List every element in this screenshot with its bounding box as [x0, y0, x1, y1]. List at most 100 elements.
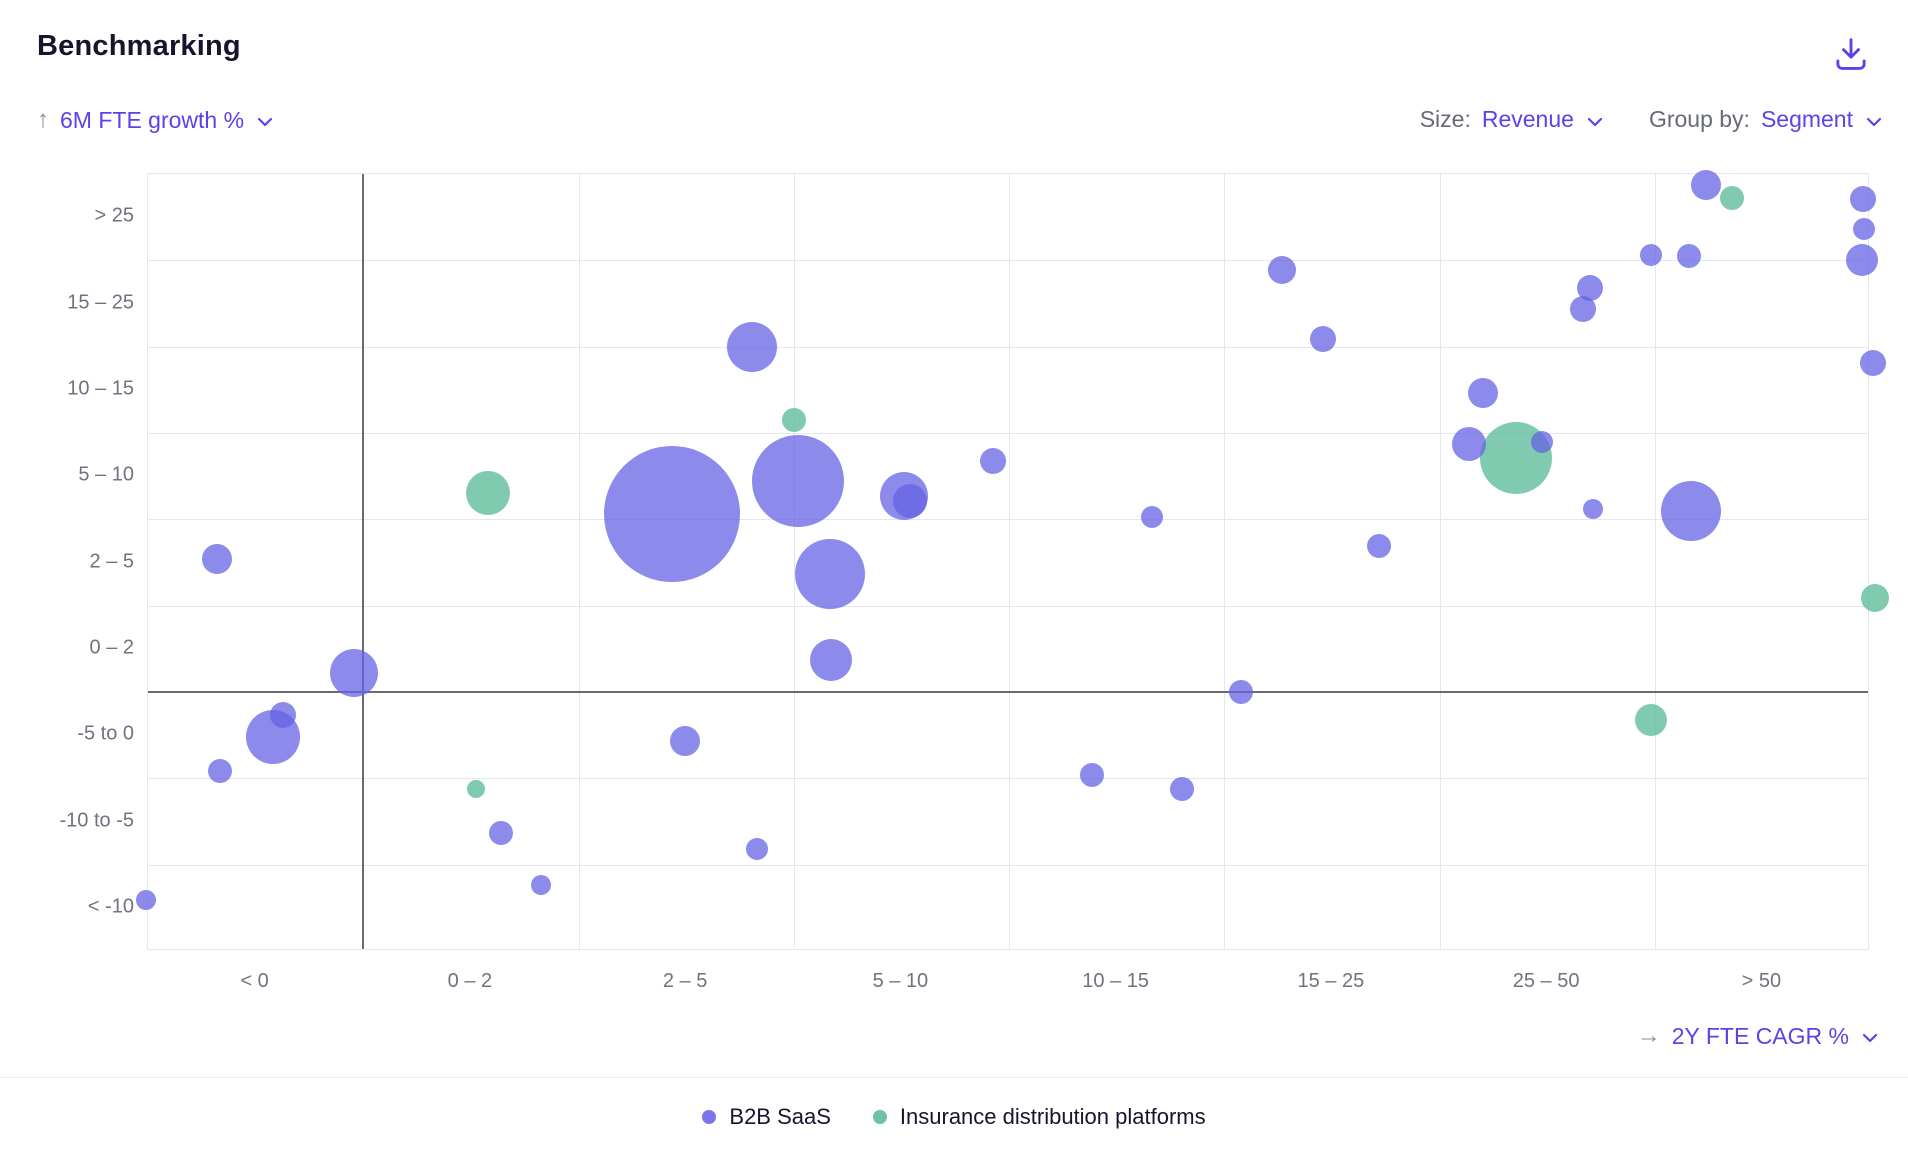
x-tick-label: 10 – 15 — [1082, 970, 1149, 992]
bubble-b2b-saas[interactable] — [752, 435, 844, 527]
bubble-b2b-saas[interactable] — [746, 838, 768, 860]
bubble-b2b-saas[interactable] — [1853, 218, 1875, 240]
bubble-b2b-saas[interactable] — [727, 322, 777, 372]
zero-line-horizontal — [148, 691, 1868, 693]
bubble-b2b-saas[interactable] — [208, 759, 232, 783]
bubble-b2b-saas[interactable] — [1367, 534, 1391, 558]
size-selector-prefix: Size: — [1419, 106, 1471, 132]
bubble-b2b-saas[interactable] — [670, 726, 700, 756]
y-tick-label: 5 – 10 — [78, 463, 134, 486]
chevron-down-icon — [1587, 117, 1603, 127]
bubble-insurance-distribution-platforms[interactable] — [467, 780, 485, 798]
y-tick-label: 10 – 15 — [67, 377, 134, 400]
y-tick-label: -10 to -5 — [59, 809, 134, 831]
x-tick-label: 25 – 50 — [1512, 970, 1580, 992]
bubble-b2b-saas[interactable] — [1531, 431, 1553, 453]
gridline — [1224, 174, 1226, 949]
group-by-selector-prefix: Group by: — [1648, 106, 1750, 132]
download-button[interactable] — [1826, 30, 1876, 80]
y-tick-label: > 25 — [94, 204, 134, 227]
zero-line-vertical — [362, 174, 365, 949]
bubble-b2b-saas[interactable] — [1640, 244, 1662, 266]
bubble-b2b-saas[interactable] — [1846, 244, 1878, 276]
footer-divider — [0, 1077, 1908, 1078]
bubble-b2b-saas[interactable] — [1452, 427, 1486, 461]
x-tick-label: 2 – 5 — [662, 970, 708, 992]
bubble-b2b-saas[interactable] — [980, 448, 1006, 474]
gridline — [1009, 174, 1010, 949]
chart-plot-area — [136, 170, 1889, 950]
bubble-insurance-distribution-platforms[interactable] — [1720, 186, 1744, 210]
bubble-b2b-saas[interactable] — [1268, 256, 1296, 284]
legend-dot-b2b-saas — [702, 1110, 717, 1124]
size-selector[interactable]: Size: Revenue — [1420, 106, 1603, 133]
bubble-b2b-saas[interactable] — [489, 821, 513, 845]
gridline — [148, 778, 1868, 780]
y-tick-label: < -10 — [87, 895, 134, 918]
chevron-down-icon — [1866, 117, 1882, 127]
x-tick-label: 5 – 10 — [872, 970, 929, 992]
bubble-b2b-saas[interactable] — [1468, 378, 1498, 408]
y-axis-metric-selector[interactable]: ↑ 6M FTE growth % — [37, 106, 273, 134]
legend: B2B SaaS Insurance distribution platforms — [0, 1104, 1908, 1130]
y-axis-metric-label: 6M FTE growth % — [60, 106, 245, 133]
gridline — [578, 174, 580, 949]
x-axis-metric-selector[interactable]: → 2Y FTE CAGR % — [1637, 1022, 1878, 1050]
x-tick-label: 15 – 25 — [1297, 970, 1365, 992]
bubble-b2b-saas[interactable] — [136, 890, 156, 910]
y-tick-label: 2 – 5 — [89, 550, 134, 572]
legend-label: Insurance distribution platforms — [899, 1104, 1206, 1129]
bubble-b2b-saas[interactable] — [1860, 350, 1886, 376]
x-tick-label: > 50 — [1741, 970, 1782, 992]
arrow-up-icon: ↑ — [37, 106, 49, 133]
legend-item-insurance-distribution-platforms[interactable]: Insurance distribution platforms — [872, 1104, 1206, 1130]
x-tick-label: 0 – 2 — [447, 970, 493, 992]
bubble-b2b-saas[interactable] — [1691, 170, 1721, 200]
y-tick-label: -5 to 0 — [77, 722, 134, 745]
bubble-b2b-saas[interactable] — [1170, 777, 1194, 801]
chevron-down-icon — [1862, 1033, 1878, 1043]
y-tick-label: 0 – 2 — [89, 636, 134, 659]
bubble-b2b-saas[interactable] — [270, 702, 296, 728]
legend-dot-insurance-distribution-platforms — [872, 1110, 887, 1124]
bubble-b2b-saas[interactable] — [1080, 763, 1104, 787]
gridline — [1654, 174, 1656, 949]
download-icon — [1831, 38, 1871, 77]
bubble-b2b-saas[interactable] — [1310, 326, 1336, 352]
gridline — [148, 605, 1868, 607]
bubble-b2b-saas[interactable] — [1850, 186, 1876, 212]
bubble-insurance-distribution-platforms[interactable] — [1861, 584, 1889, 612]
bubble-b2b-saas[interactable] — [1677, 244, 1701, 268]
x-axis-metric-label: 2Y FTE CAGR % — [1671, 1022, 1849, 1049]
bubble-b2b-saas[interactable] — [604, 446, 740, 582]
gridline — [148, 519, 1868, 521]
bubble-b2b-saas[interactable] — [893, 484, 927, 518]
bubble-b2b-saas[interactable] — [1661, 481, 1721, 541]
y-tick-label: 15 – 25 — [67, 291, 134, 313]
bubble-b2b-saas[interactable] — [1583, 499, 1603, 519]
gridline — [148, 260, 1868, 262]
bubble-b2b-saas[interactable] — [202, 544, 232, 574]
legend-label: B2B SaaS — [729, 1104, 831, 1129]
bubble-insurance-distribution-platforms[interactable] — [1635, 704, 1667, 736]
legend-item-b2b-saas[interactable]: B2B SaaS — [702, 1104, 831, 1130]
gridline — [1439, 174, 1441, 949]
group-by-selector-value: Segment — [1760, 106, 1853, 132]
bubble-insurance-distribution-platforms[interactable] — [782, 408, 806, 432]
bubble-b2b-saas[interactable] — [1577, 275, 1603, 301]
gridline — [148, 346, 1868, 348]
bubble-b2b-saas[interactable] — [330, 649, 378, 697]
bubble-b2b-saas[interactable] — [1141, 506, 1163, 528]
page-title: Benchmarking — [37, 30, 241, 62]
arrow-right-icon: → — [1636, 1022, 1661, 1049]
bubble-b2b-saas[interactable] — [531, 875, 551, 895]
chevron-down-icon — [257, 117, 273, 127]
bubble-b2b-saas[interactable] — [810, 639, 852, 681]
bubble-insurance-distribution-platforms[interactable] — [466, 471, 510, 515]
bubble-b2b-saas[interactable] — [795, 539, 865, 609]
bubble-b2b-saas[interactable] — [1229, 680, 1253, 704]
gridline — [148, 433, 1868, 434]
group-by-selector[interactable]: Group by: Segment — [1649, 106, 1882, 133]
x-tick-label: < 0 — [240, 970, 269, 992]
